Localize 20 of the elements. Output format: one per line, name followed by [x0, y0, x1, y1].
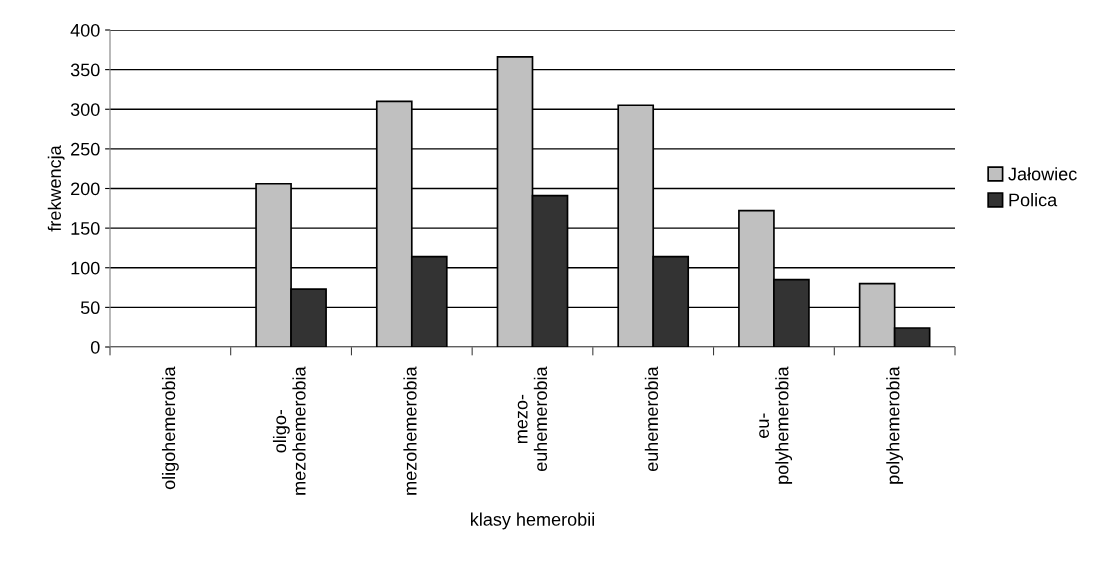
legend-label: Jałowiec — [1008, 167, 1077, 181]
x-tick-label: eu- polyhemerobia — [759, 366, 793, 484]
y-tick-label: 250 — [71, 142, 100, 156]
x-tick-label: mezohemerobia — [403, 366, 417, 495]
y-tick-label: 150 — [71, 222, 100, 235]
y-tick-label: 0 — [90, 340, 100, 354]
y-tick-label: 300 — [70, 103, 100, 116]
y-tick-label: 50 — [80, 301, 100, 315]
y-tick-label: 200 — [71, 182, 100, 196]
x-tick-label: mezo- euhemerobia — [517, 366, 548, 472]
x-tick-label: polyhemerobia — [886, 366, 904, 484]
y-tick-label: 350 — [70, 63, 100, 77]
x-tick-label: oligo- mezohemerobia — [272, 366, 306, 495]
x-tick-label: oligohemerobia — [161, 366, 179, 490]
y-tick-label: 400 — [70, 23, 100, 37]
x-tick-label: euhemerobia — [644, 366, 659, 472]
x-axis-title: klasy hemerobii — [471, 512, 595, 530]
y-tick-label: 100 — [71, 261, 100, 275]
legend-label: Polica — [1009, 193, 1058, 207]
y-axis-title: frekwencja — [47, 145, 65, 232]
